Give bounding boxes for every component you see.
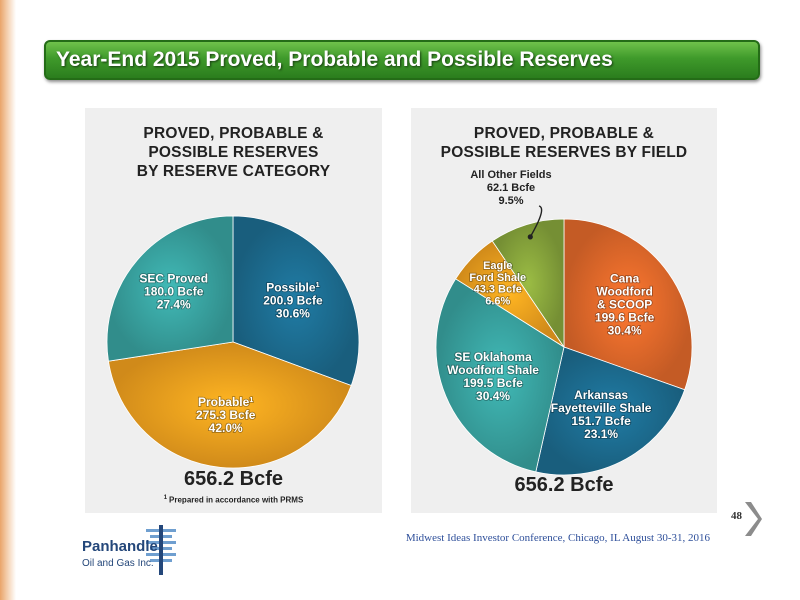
company-logo: Panhandle Oil and Gas Inc.: [78, 525, 188, 585]
slice-label: Possible1 200.9 Bcfe 30.6%: [263, 280, 323, 320]
pie-slice: [232, 215, 360, 387]
pie-slice: [491, 218, 565, 349]
slide-left-edge: [0, 0, 16, 600]
logo-name: Panhandle: [82, 538, 158, 555]
derrick-logo-icon: [146, 525, 176, 575]
callout-marker: [527, 234, 533, 240]
chart-panel-by-field: PROVED, PROBABLE & POSSIBLE RESERVES BY …: [411, 108, 717, 513]
slice-label: Probable1 275.3 Bcfe 42.0%: [196, 395, 256, 435]
footnote-text: Prepared in accordance with PRMS: [169, 495, 304, 505]
conference-footer: Midwest Ideas Investor Conference, Chica…: [405, 532, 710, 544]
slice-label: Cana Woodford & SCOOP 199.6 Bcfe 30.4%: [595, 271, 655, 337]
pie-chart-by-field: Cana Woodford & SCOOP 199.6 Bcfe 30.4% Arkans…: [435, 169, 693, 476]
pie-chart-reserve-category: Possible1 200.9 Bcfe 30.6% Probable1 275.3 B…: [106, 215, 360, 469]
pie-slice: [563, 218, 693, 391]
slice-label: SEC Proved 180.0 Bcfe 27.4%: [139, 271, 208, 311]
chart-total-reserve-category: 656.2 Bcfe: [184, 468, 283, 490]
slice-label: Eagle Ford Shale 43.3 Bcfe 6.6%: [469, 260, 526, 308]
footnote-marker: 1: [163, 495, 168, 501]
chart-title-line: POSSIBLE RESERVES: [148, 144, 319, 161]
logo-subtitle: Oil and Gas Inc.: [82, 558, 154, 569]
page-number: 48: [731, 510, 742, 522]
chart-footnote: 1 Prepared in accordance with PRMS: [85, 495, 382, 505]
slice-callout-label: All Other Fields 62.1 Bcfe 9.5%: [470, 169, 551, 207]
chart-panel-reserve-category: PROVED, PROBABLE & POSSIBLE RESERVES BY …: [85, 108, 382, 513]
pie-slice: [535, 346, 686, 476]
chart-title-line: PROVED, PROBABLE &: [473, 125, 655, 142]
chart-title-line: PROVED, PROBABLE &: [143, 125, 324, 142]
chart-title-reserve-category: PROVED, PROBABLE & POSSIBLE RESERVES BY …: [85, 124, 382, 181]
slice-label: Arkansas Fayetteville Shale 151.7 Bcfe 23.1…: [551, 388, 652, 441]
pie-slice: [108, 341, 352, 469]
chart-title-by-field: PROVED, PROBABLE & POSSIBLE RESERVES BY …: [411, 124, 717, 162]
slide-title: Year-End 2015 Proved, Probable and Possi…: [44, 40, 760, 80]
slice-label: SE Oklahoma Woodford Shale 199.5 Bcfe 30.4%: [447, 350, 539, 403]
pie-slice: [106, 215, 234, 362]
chart-title-line: POSSIBLE RESERVES BY FIELD: [440, 144, 688, 161]
next-slide-chevron-icon[interactable]: [742, 499, 762, 539]
chart-total-by-field: 656.2 Bcfe: [514, 474, 614, 496]
chart-title-line: BY RESERVE CATEGORY: [136, 163, 331, 180]
callout-leader-line: [529, 205, 543, 238]
